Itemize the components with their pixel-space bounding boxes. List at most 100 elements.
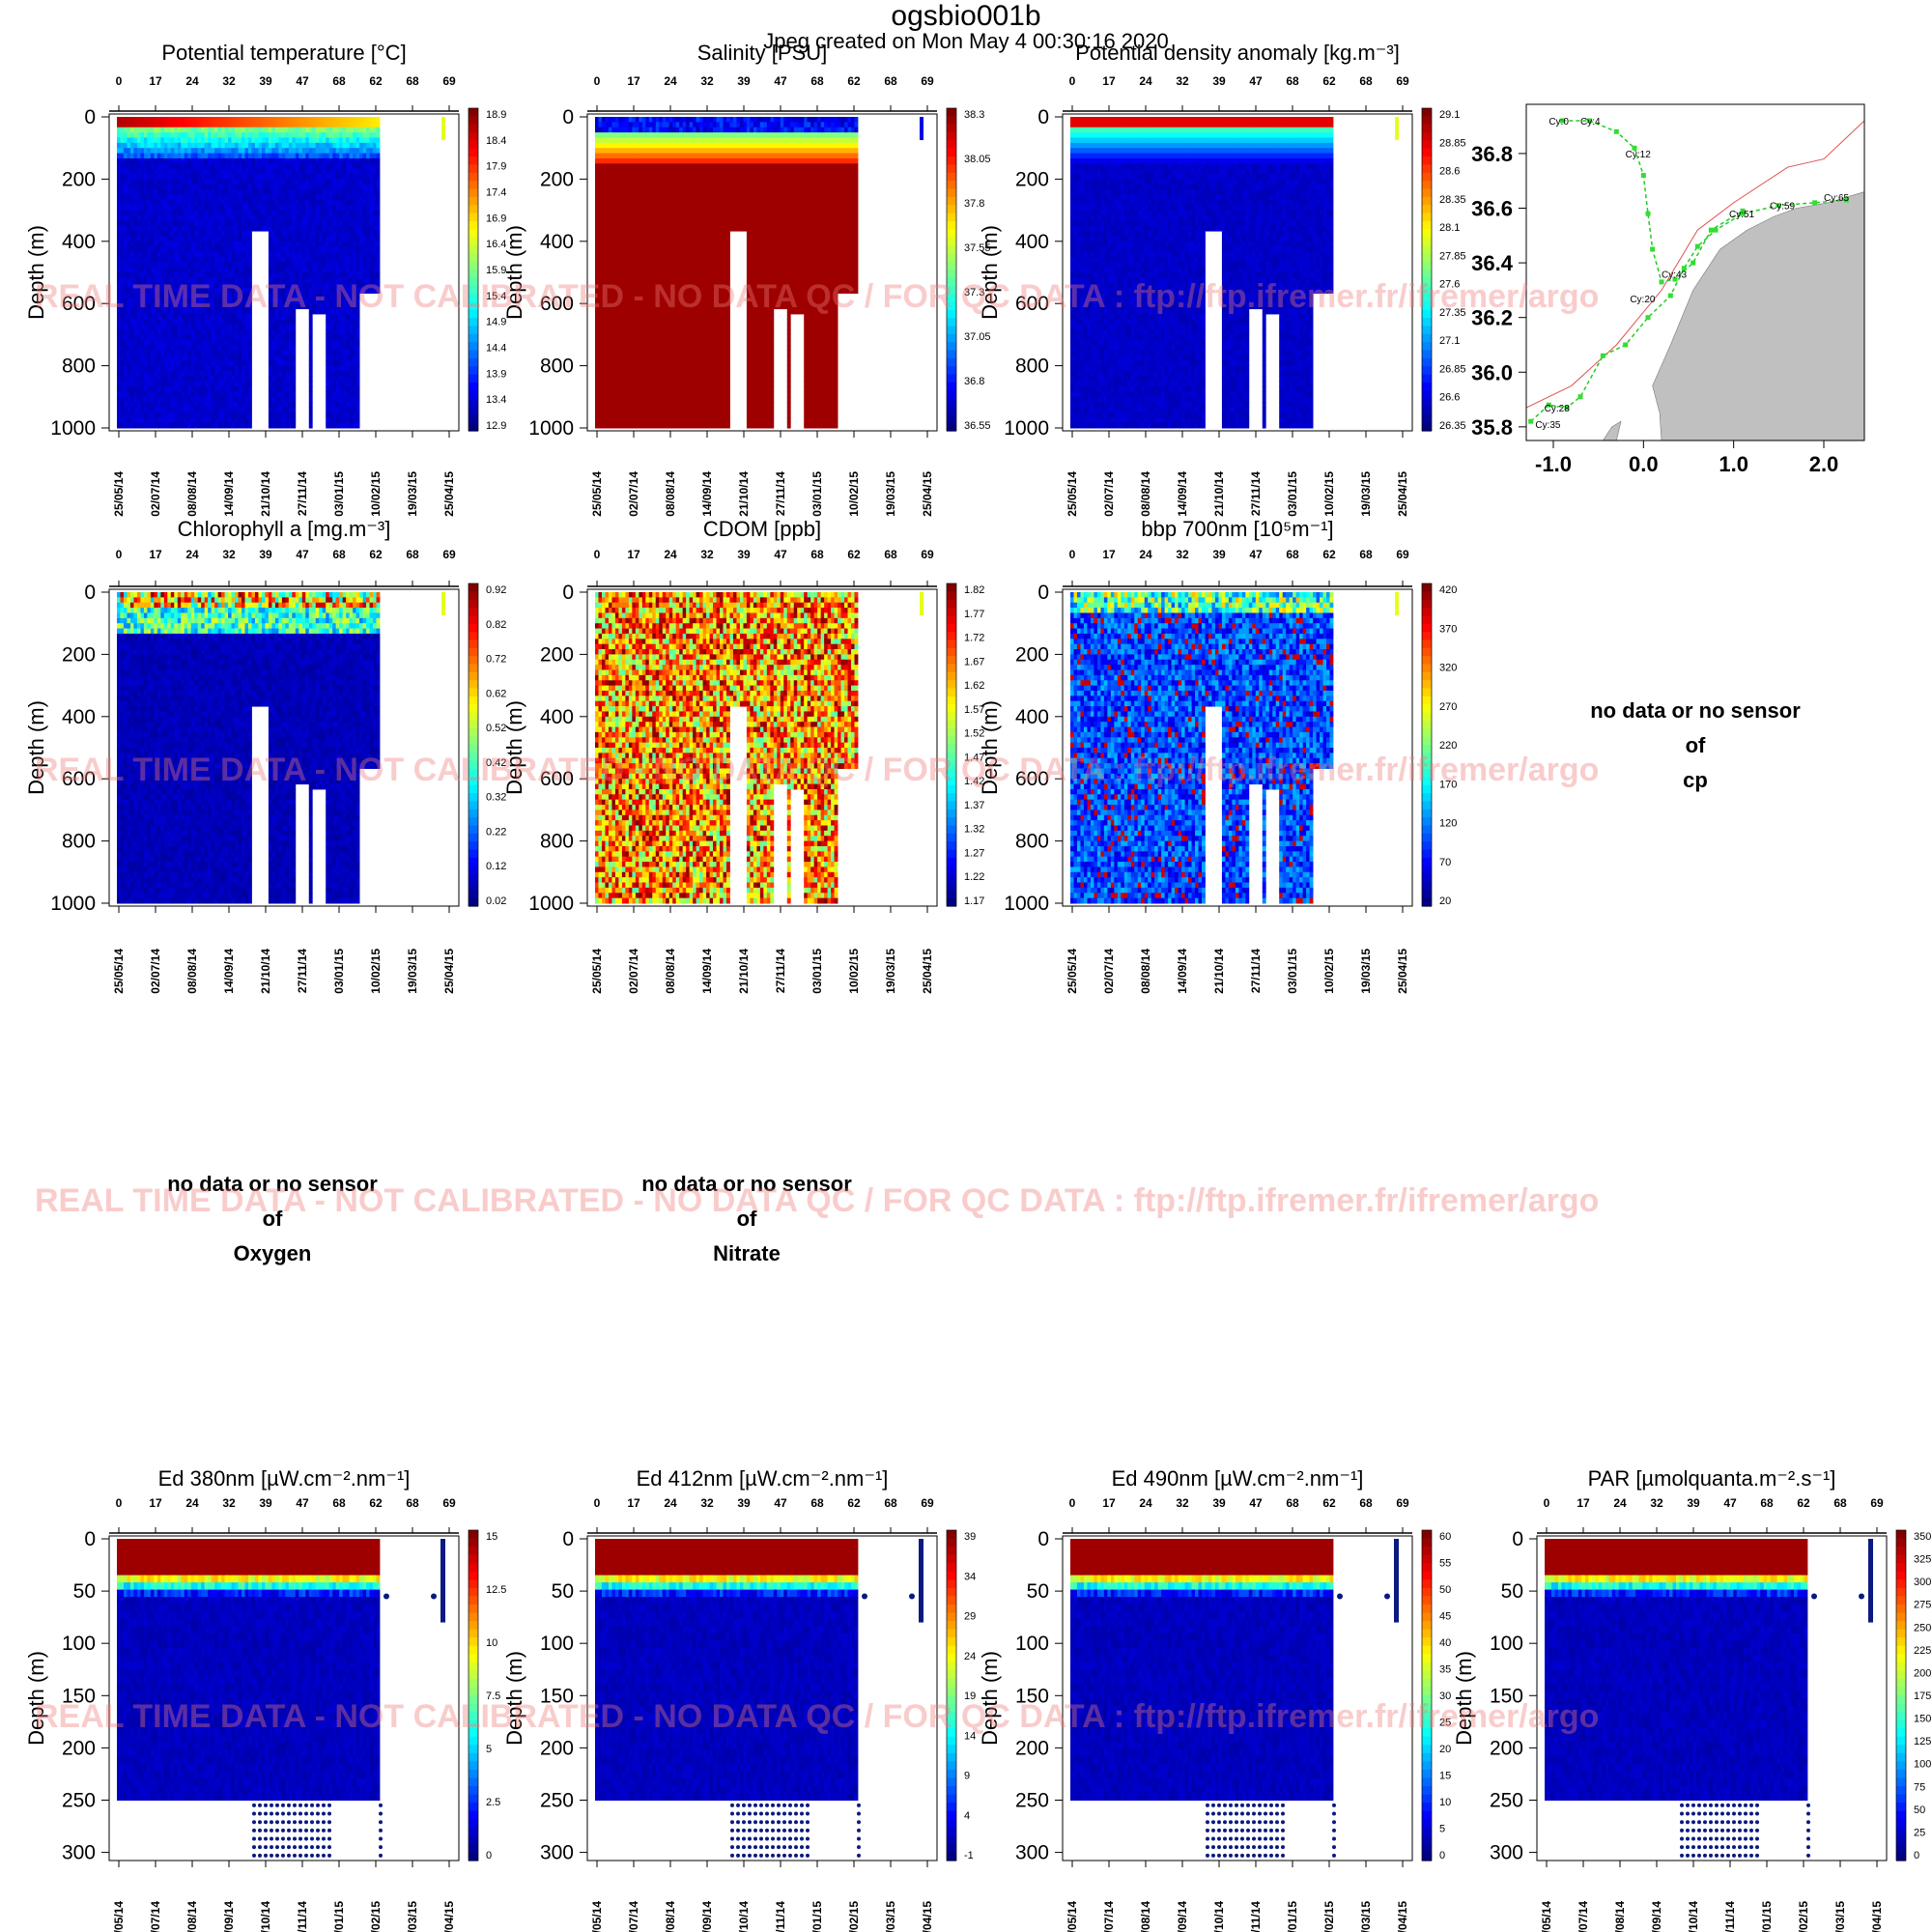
date-tick-label: 08/08/14: [664, 1901, 677, 1932]
track-point: [1528, 418, 1534, 424]
track-point: [1632, 145, 1637, 151]
colorbar-label: 1.67: [964, 656, 984, 668]
sample-point: [441, 610, 445, 615]
colorbar-label: 38.3: [964, 109, 984, 121]
colorbar-segment: [1422, 390, 1432, 400]
colorbar-segment: [947, 1654, 956, 1663]
colorbar-label: 17.4: [486, 187, 506, 199]
colorbar-segment: [469, 688, 478, 697]
depth-tick-label: 400: [540, 231, 574, 253]
colorbar-frame: [468, 1529, 479, 1861]
colorbar-segment: [1896, 1745, 1906, 1754]
cycle-tick-label: 47: [296, 1496, 309, 1510]
colorbar-segment: [469, 333, 478, 343]
colorbar-label: 14.9: [486, 317, 506, 328]
colorbar-segment: [1422, 760, 1432, 770]
depth-tick-label: 0: [562, 1528, 574, 1550]
date-tick-label: 14/09/14: [700, 471, 714, 517]
cycle-tick-label: 68: [810, 1496, 824, 1510]
depth-tick-label: 50: [73, 1580, 96, 1603]
cycle-tick-label: 39: [259, 548, 272, 561]
date-tick-label: 21/10/14: [737, 471, 751, 517]
colorbar-segment: [1896, 1777, 1906, 1787]
colorbar-segment: [1896, 1554, 1906, 1564]
colorbar-label: 125: [1914, 1736, 1931, 1747]
colorbar-segment: [1422, 857, 1432, 867]
date-tick-label: 25/04/15: [1396, 1901, 1409, 1932]
date-tick-label: 03/01/15: [1286, 1901, 1299, 1932]
colorbar-label: 250: [1914, 1622, 1931, 1634]
colorbar-label: 18.9: [486, 109, 506, 121]
colorbar-segment: [947, 220, 956, 230]
colorbar-segment: [947, 890, 956, 899]
deep-sample: [379, 1836, 383, 1841]
colorbar-segment: [947, 753, 956, 762]
colorbar-segment: [947, 873, 956, 883]
colorbar-segment: [1422, 1752, 1432, 1762]
colorbar-label: 25: [1914, 1827, 1925, 1838]
date-tick-label: 21/10/14: [1212, 949, 1226, 994]
cycle-tick-label: 62: [369, 1496, 383, 1510]
depth-tick-label: 0: [84, 106, 96, 128]
deep-sample: [857, 1853, 861, 1858]
cycle-tick-label: 32: [1176, 548, 1189, 561]
date-tick-label: 02/07/14: [1102, 949, 1116, 994]
colorbar-segment: [469, 1712, 478, 1721]
cycle-tick-label: 47: [774, 1496, 787, 1510]
date-tick-label: 27/11/14: [1723, 1901, 1737, 1932]
colorbar-segment: [1896, 1703, 1906, 1713]
cycle-tick-label: 0: [116, 548, 123, 561]
date-tick-label: 14/09/14: [222, 1901, 236, 1932]
no-data-of: of: [554, 1202, 940, 1236]
cycle-tick-label: 68: [1760, 1496, 1774, 1510]
colorbar-segment: [1422, 753, 1432, 762]
colorbar-segment: [469, 244, 478, 254]
colorbar-segment: [1422, 639, 1432, 649]
track-point: [1564, 405, 1570, 411]
cycle-tick-label: 0: [1069, 1496, 1076, 1510]
colorbar-segment: [1422, 833, 1432, 842]
colorbar-segment: [1422, 188, 1432, 198]
colorbar-segment: [947, 342, 956, 352]
no-data-param: Nitrate: [554, 1236, 940, 1271]
colorbar-segment: [947, 1794, 956, 1804]
deep-samples: [252, 1803, 331, 1858]
colorbar-segment: [469, 1728, 478, 1738]
cycle-tick-label: 17: [627, 1496, 640, 1510]
colorbar-segment: [469, 172, 478, 182]
track-point: [1690, 260, 1696, 266]
colorbar-segment: [1422, 615, 1432, 625]
cycle-tick-label: 17: [627, 74, 640, 88]
track-point: [1681, 266, 1687, 271]
date-tick-label: 08/08/14: [1139, 471, 1152, 517]
colorbar-label: 1.47: [964, 752, 984, 763]
no-data-nitrate: no data or no sensor of Nitrate: [554, 1167, 940, 1271]
colorbar-segment: [947, 1662, 956, 1671]
depth-tick-label: 200: [1015, 1737, 1049, 1759]
track-point: [1672, 276, 1678, 282]
date-tick-label: 25/04/15: [442, 1901, 456, 1932]
colorbar-segment: [469, 390, 478, 400]
lat-tick-label: 36.0: [1471, 360, 1513, 384]
date-tick-label: 21/10/14: [1212, 471, 1226, 517]
colorbar-segment: [947, 632, 956, 641]
colorbar-segment: [1422, 237, 1432, 246]
deep-sample: [379, 1811, 383, 1816]
colorbar-segment: [1422, 285, 1432, 295]
depth-tick-label: 800: [1015, 355, 1049, 378]
cycle-tick-label: 68: [884, 548, 897, 561]
date-tick-label: 14/09/14: [1176, 1901, 1189, 1932]
colorbar-segment: [469, 769, 478, 778]
colorbar-segment: [947, 1803, 956, 1812]
colorbar-segment: [1422, 213, 1432, 222]
date-tick-label: 27/11/14: [1249, 1901, 1263, 1932]
sample-point: [1384, 1593, 1390, 1600]
colorbar-segment: [1422, 881, 1432, 891]
heatmap-cells: [595, 592, 859, 904]
deep-sample: [857, 1803, 861, 1807]
colorbar-segment: [947, 309, 956, 319]
date-tick-label: 27/11/14: [296, 471, 309, 516]
colorbar-segment: [1422, 1745, 1432, 1754]
colorbar-label: 1.57: [964, 704, 984, 716]
track-point: [1740, 211, 1746, 216]
